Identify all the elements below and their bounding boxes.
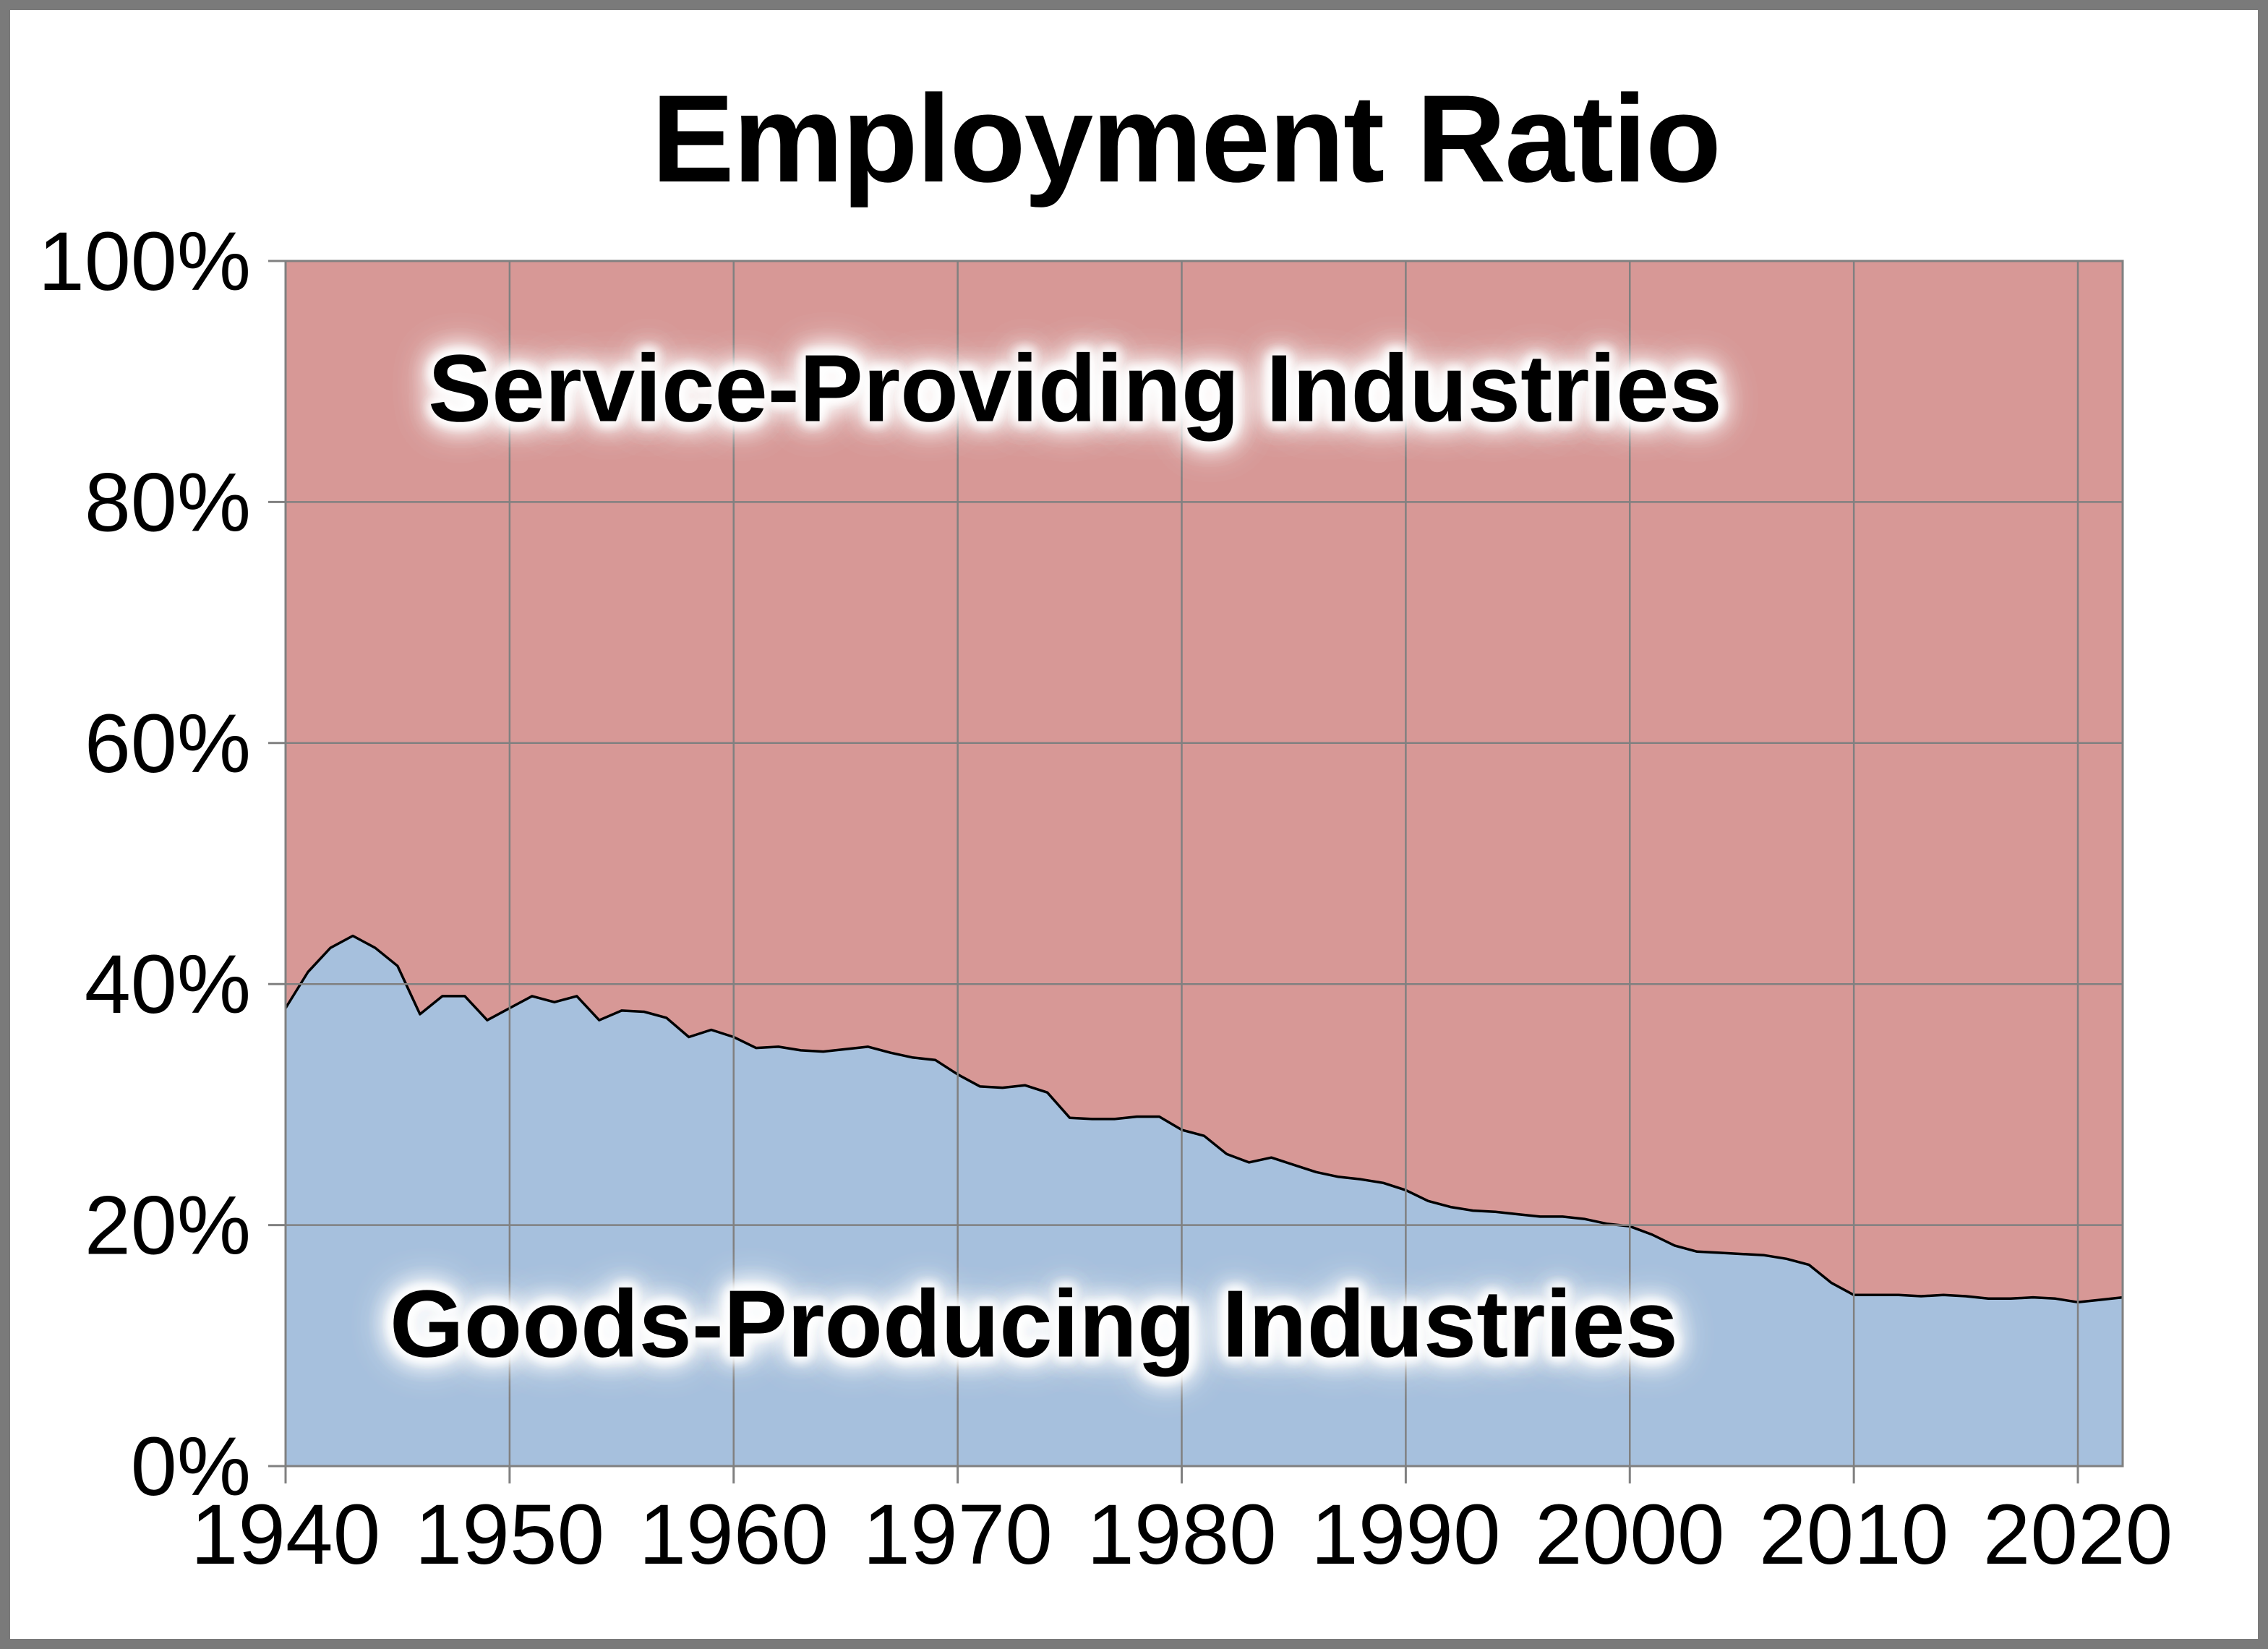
x-tick-label: 1950: [415, 1487, 605, 1582]
x-tick-label: 2010: [1759, 1487, 1949, 1582]
x-tick-label: 2020: [1983, 1487, 2173, 1582]
y-tick-label: 100%: [38, 215, 251, 308]
goods-boundary-line: [284, 934, 2123, 1304]
plot-border: [284, 260, 2124, 1468]
y-tick-label: 40%: [85, 938, 251, 1031]
y-tick-label: 80%: [85, 456, 251, 549]
y-tick-label: 60%: [85, 698, 251, 790]
x-tick-label: 1960: [638, 1487, 829, 1582]
x-tick-label: 1970: [863, 1487, 1053, 1582]
chart-title: Employment Ratio: [651, 69, 1721, 208]
y-tick-label: 20%: [85, 1180, 251, 1272]
x-tick-label: 1980: [1087, 1487, 1277, 1582]
series-label-goods-producing: Goods-Producing Industries: [389, 1270, 1679, 1377]
series-label-service-providing: Service-Providing Industries: [428, 335, 1722, 442]
area-goods-producing: [286, 935, 2123, 1466]
x-tick-label: 1940: [191, 1487, 381, 1582]
x-tick-label: 2000: [1535, 1487, 1725, 1582]
y-tick-label: 0%: [131, 1421, 251, 1513]
x-tick-label: 1990: [1311, 1487, 1501, 1582]
